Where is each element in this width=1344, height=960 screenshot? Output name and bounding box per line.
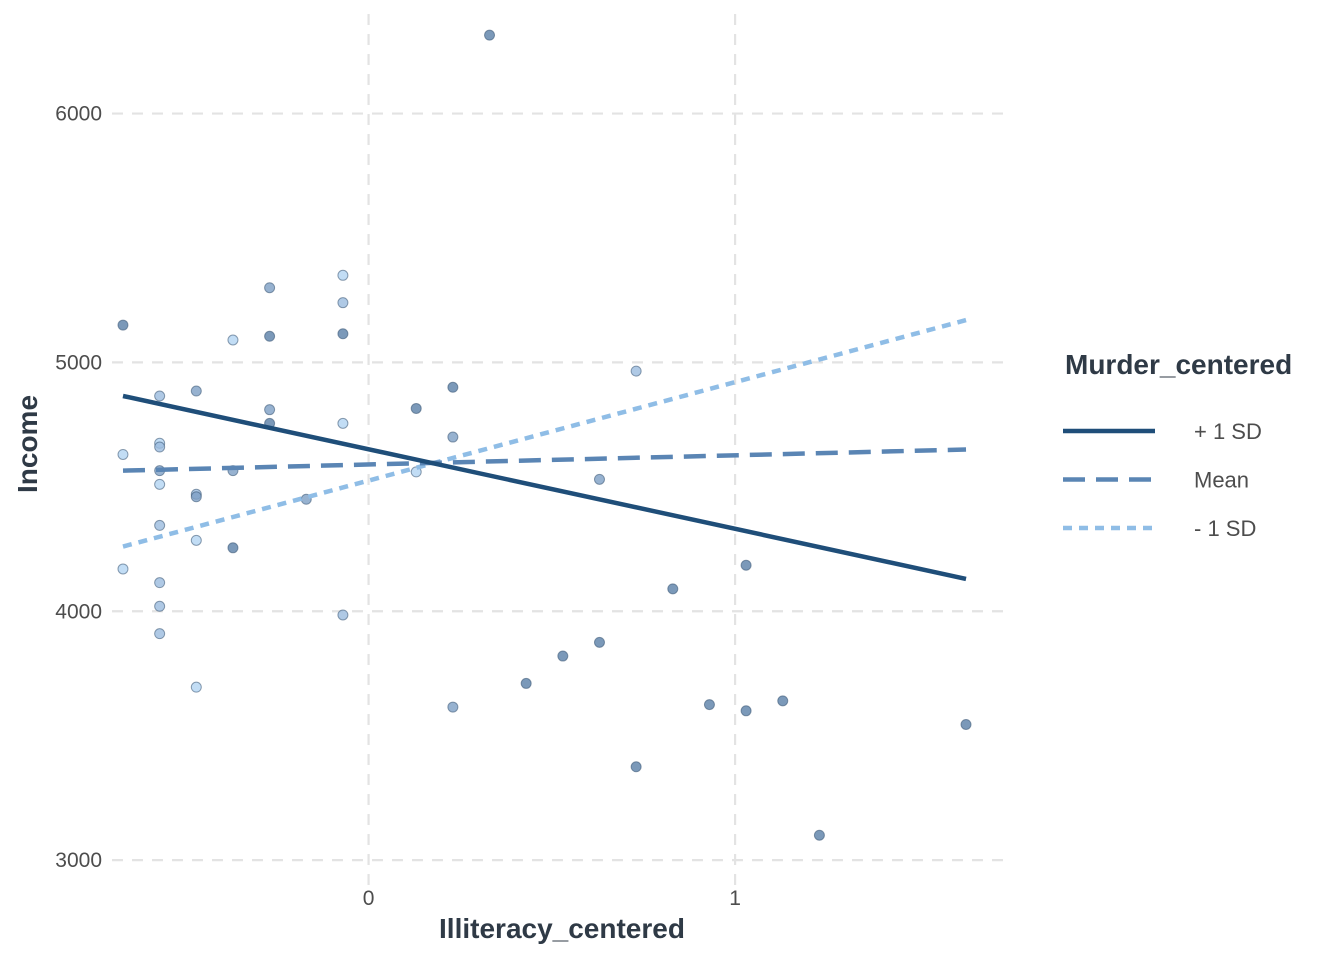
data-point [520,677,532,689]
data-point [190,681,202,693]
data-point [703,699,715,711]
y-tick-label: 6000 [55,103,102,126]
data-point [190,534,202,546]
x-tick-label: 1 [729,887,741,910]
x-tick-label: 0 [363,887,375,910]
data-point [337,269,349,281]
data-point [447,431,459,443]
data-point [117,319,129,331]
y-tick-label: 5000 [55,351,102,374]
data-point [337,609,349,621]
data-point [154,577,166,589]
axis-ticks: 3000 4000 5000 6000 0 1 [55,103,741,910]
data-point [630,365,642,377]
data-point [117,448,129,460]
data-point [264,282,276,294]
regression-lines [122,317,967,582]
data-point [630,761,642,773]
data-point [960,718,972,730]
series-line [122,317,967,549]
data-point [813,829,825,841]
legend-label: - 1 SD [1194,516,1256,541]
series-line [122,393,967,582]
data-point [154,519,166,531]
data-point [154,600,166,612]
data-point [593,473,605,485]
legend-label: Mean [1194,468,1249,493]
legend-title: Murder_centered [1065,349,1292,380]
data-point [264,404,276,416]
data-point [410,402,422,414]
data-point [740,559,752,571]
data-point [557,650,569,662]
data-point [337,297,349,309]
data-point [227,334,239,346]
data-point [117,563,129,575]
data-point [154,478,166,490]
data-point [447,381,459,393]
data-point [447,701,459,713]
data-point [484,29,496,41]
data-point [227,542,239,554]
x-axis-title: Illiteracy_centered [439,913,685,944]
legend-label: + 1 SD [1194,419,1262,444]
y-tick-label: 4000 [55,600,102,623]
data-point [264,330,276,342]
data-point [154,441,166,453]
data-point [593,636,605,648]
data-point [154,390,166,402]
data-point [190,491,202,503]
series-line [122,447,967,473]
data-point [337,328,349,340]
data-point [337,417,349,429]
grid-lines [112,14,1010,885]
data-point [667,583,679,595]
y-axis-title: Income [12,395,43,493]
data-points [117,29,972,841]
data-point [190,385,202,397]
data-point [777,695,789,707]
data-point [154,628,166,640]
y-tick-label: 3000 [55,849,102,872]
data-point [740,705,752,717]
legend: Murder_centered + 1 SD Mean - 1 SD [1063,349,1292,541]
